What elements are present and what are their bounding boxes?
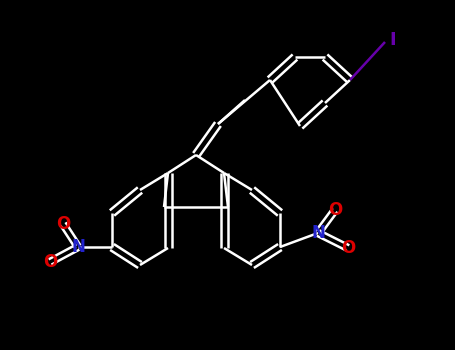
- Text: I: I: [389, 31, 396, 49]
- Text: O: O: [43, 253, 57, 271]
- Text: O: O: [328, 201, 342, 219]
- Text: N: N: [71, 238, 85, 256]
- Text: O: O: [56, 215, 70, 233]
- Text: N: N: [311, 224, 325, 242]
- Text: O: O: [341, 239, 355, 257]
